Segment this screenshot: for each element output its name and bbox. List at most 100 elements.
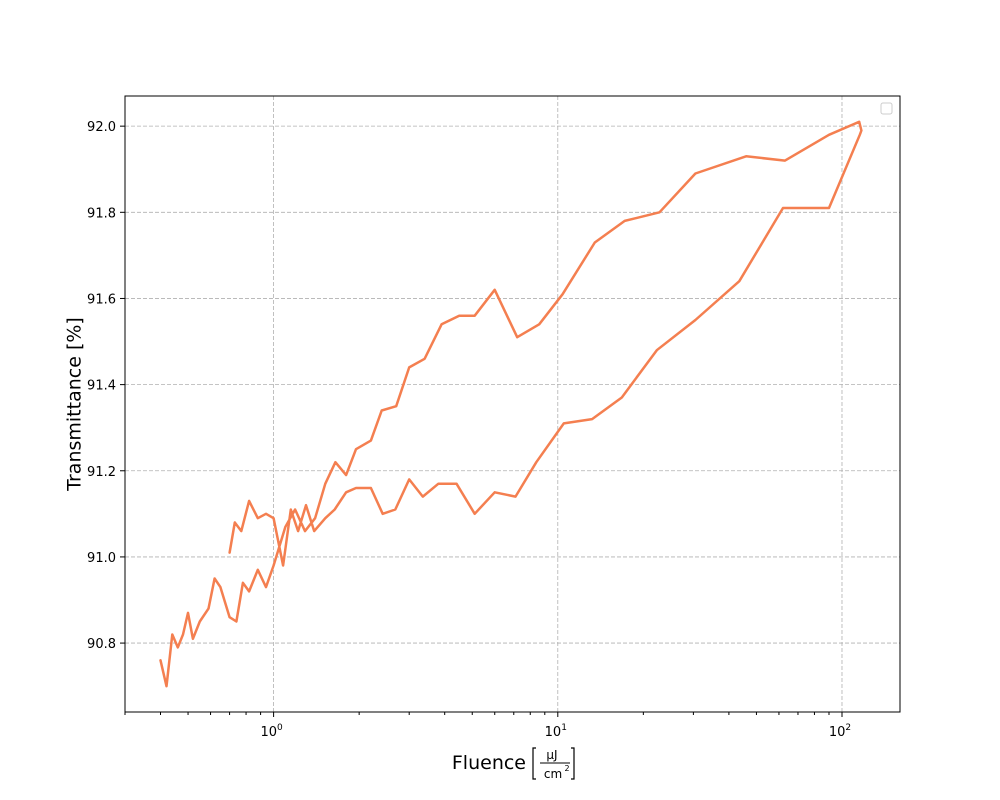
data-point: [562, 293, 564, 295]
data-point: [257, 569, 259, 571]
data-point: [370, 487, 372, 489]
y-tick-label: 91.0: [87, 551, 116, 566]
data-point: [171, 633, 173, 636]
x-tick-label-exponent: 0: [277, 723, 283, 733]
data-point: [437, 483, 439, 485]
data-point: [694, 172, 697, 175]
data-point: [235, 620, 237, 623]
data-point: [199, 620, 201, 623]
data-point: [313, 530, 315, 532]
data-point: [345, 491, 347, 493]
data-point: [207, 608, 210, 610]
data-point: [297, 530, 299, 532]
data-point: [591, 418, 593, 420]
x-tick-label-base: 10: [545, 725, 562, 740]
data-point: [656, 349, 658, 351]
data-point: [458, 315, 460, 317]
data-point: [182, 633, 184, 636]
data-point: [334, 461, 336, 463]
data-point: [248, 590, 250, 593]
data-point: [594, 241, 596, 244]
data-point: [395, 405, 397, 407]
data-point: [621, 396, 623, 399]
data-point: [265, 513, 267, 515]
y-tick-label: 92.0: [87, 120, 116, 135]
data-point: [382, 513, 384, 515]
data-point: [265, 586, 267, 588]
y-axis-label: Transmittance [%]: [64, 317, 86, 492]
unit-numerator: μJ: [546, 748, 557, 762]
data-point: [441, 323, 443, 325]
data-point: [694, 319, 697, 321]
grid: [125, 96, 900, 712]
data-point: [828, 207, 830, 209]
right-bracket: [571, 747, 575, 780]
data-point: [165, 685, 168, 687]
data-point: [860, 129, 863, 132]
data-point: [355, 487, 357, 489]
data-point: [535, 461, 537, 463]
x-tick-label-base: 10: [829, 725, 846, 740]
data-point: [214, 577, 216, 580]
data-point: [784, 160, 786, 162]
data-point: [745, 155, 747, 157]
x-tick-label-exponent: 1: [561, 723, 567, 733]
data-point: [538, 323, 540, 325]
data-point: [229, 552, 231, 554]
y-tick-label: 91.2: [87, 465, 116, 480]
data-point: [284, 526, 286, 528]
data-point: [394, 508, 396, 511]
unit-exponent: 2: [564, 764, 569, 773]
data-point: [514, 496, 517, 498]
data-point: [624, 220, 626, 222]
data-point: [294, 508, 296, 511]
data-point: [859, 134, 861, 136]
data-point: [324, 483, 326, 485]
y-tick-label: 91.6: [87, 292, 116, 307]
data-point: [159, 659, 162, 661]
data-point: [494, 491, 496, 493]
data-point: [177, 646, 179, 649]
data-point: [408, 366, 410, 368]
data-point: [828, 134, 830, 136]
data-point: [422, 496, 424, 498]
data-point: [257, 517, 259, 519]
data-point: [494, 289, 496, 291]
data-point: [516, 336, 518, 338]
data-point: [782, 207, 784, 209]
data-point: [370, 440, 372, 442]
data-point: [334, 508, 336, 511]
x-tick-label-base: 10: [260, 725, 277, 740]
y-tick-label: 91.4: [87, 379, 116, 394]
data-point: [305, 504, 307, 506]
data-point: [219, 586, 221, 588]
data-point: [273, 517, 275, 519]
x-axis-label: Fluence μJ cm 2: [452, 747, 575, 781]
data-point: [738, 280, 740, 282]
left-bracket: [532, 747, 536, 780]
data-point: [563, 422, 565, 424]
data-point: [240, 530, 242, 532]
data-point: [229, 616, 231, 618]
data-point: [314, 517, 316, 519]
data-point: [290, 508, 292, 511]
x-tick-label: 102: [829, 723, 851, 740]
data-point: [474, 513, 476, 515]
x-axis-label-text: Fluence: [452, 752, 526, 774]
data-point: [381, 409, 383, 412]
series-layer: [159, 120, 863, 688]
legend-box: [880, 102, 893, 115]
data-point: [248, 500, 250, 502]
data-point: [324, 517, 326, 519]
x-tick-label: 101: [545, 723, 567, 740]
data-point: [234, 521, 236, 524]
data-point: [408, 478, 410, 480]
data-point: [455, 483, 458, 485]
data-point: [273, 564, 275, 567]
data-point: [658, 211, 661, 213]
unit-denominator: cm: [544, 767, 562, 781]
plot-frame: [124, 95, 901, 713]
data-point: [474, 315, 476, 317]
data-point: [424, 358, 426, 360]
